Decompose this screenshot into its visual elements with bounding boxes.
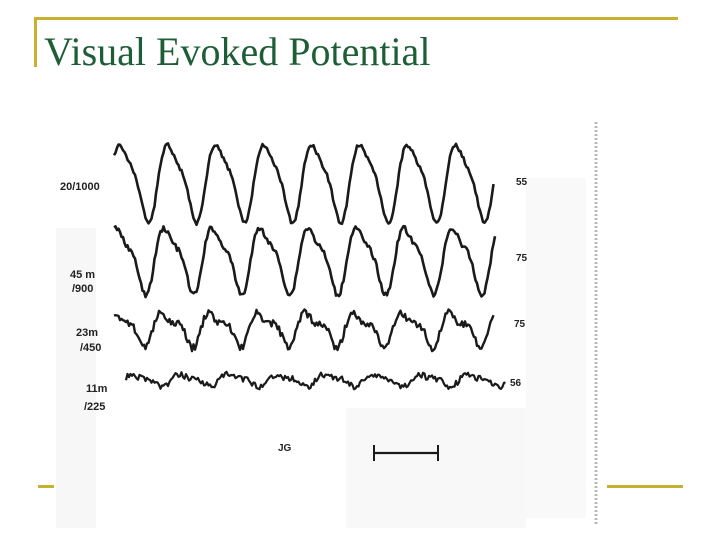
vep-figure: 20/1000 45 m /900 23m /450 11m /225 55 7…	[56, 118, 600, 528]
trace-2-label-bottom: /900	[72, 283, 93, 295]
scan-shade-left	[56, 228, 96, 528]
trace-4-label-bottom: /225	[84, 401, 105, 413]
waveform-trace-1	[112, 142, 495, 227]
trace-2-right-label: 75	[516, 253, 528, 264]
waveform-trace-4	[124, 370, 506, 391]
trace-2-label-top: 45 m	[70, 269, 95, 281]
trace-3-label-top: 23m	[76, 327, 98, 339]
initials-label: JG	[278, 443, 292, 454]
trace-4-label-top: 11m	[86, 383, 108, 395]
scan-shade-right	[526, 178, 586, 518]
vep-waveform-figure: 20/1000 45 m /900 23m /450 11m /225 55 7…	[56, 118, 600, 528]
slide-frame-left-rule	[34, 17, 37, 67]
time-scale-bar	[373, 445, 439, 461]
waveform-trace-2	[113, 224, 497, 299]
slide-frame-bottom-left-rule	[38, 485, 54, 488]
trace-1-right-label: 55	[516, 177, 528, 188]
trace-3-right-label: 75	[514, 319, 526, 330]
trace-3-label-bottom: /450	[80, 342, 101, 354]
slide-title: Visual Evoked Potential	[44, 29, 431, 74]
slide-frame-bottom-right-rule	[607, 485, 683, 488]
trace-4-right-label: 56	[510, 378, 522, 389]
slide-frame-top-rule	[34, 17, 678, 20]
waveform-trace-3	[113, 308, 495, 353]
scan-shade-bottom	[346, 408, 526, 528]
trace-1-label-bottom: 20/1000	[60, 181, 100, 193]
